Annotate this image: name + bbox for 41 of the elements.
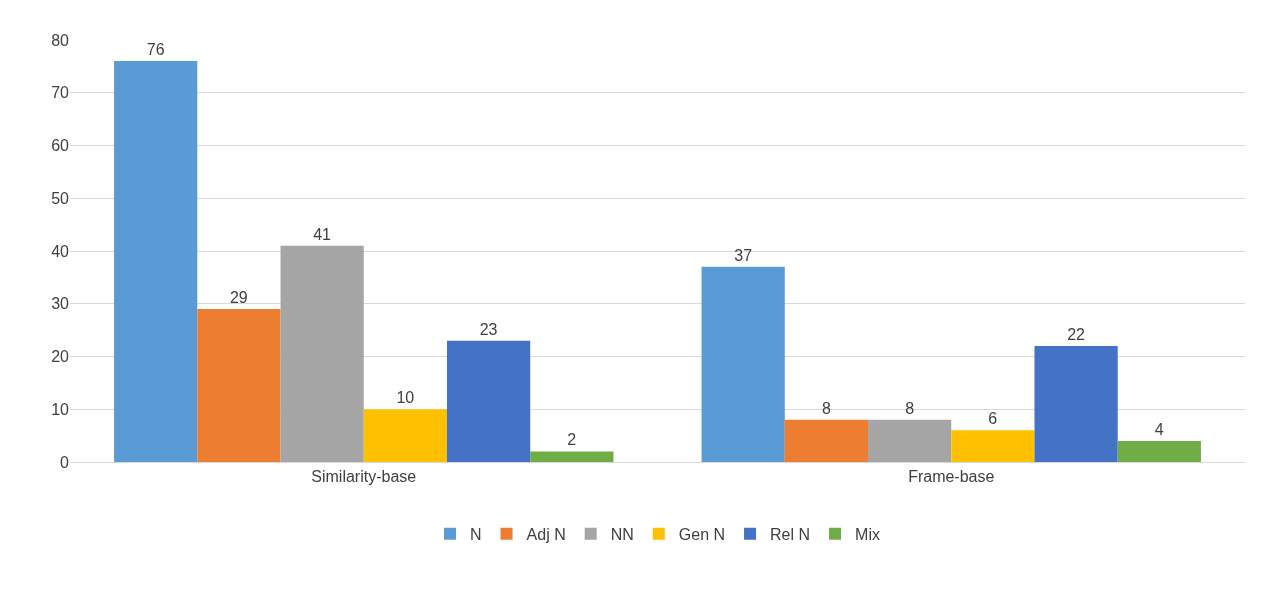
data-label: 8 bbox=[905, 399, 915, 417]
y-tick-label: 10 bbox=[51, 400, 70, 418]
x-tick-label: Similarity-base bbox=[311, 468, 417, 486]
y-tick-label: 50 bbox=[51, 189, 70, 207]
data-label: 10 bbox=[396, 389, 415, 407]
y-tick-label: 20 bbox=[51, 348, 70, 366]
data-label: 37 bbox=[734, 246, 753, 264]
data-label: 29 bbox=[229, 289, 248, 307]
data-label: 41 bbox=[313, 225, 332, 243]
bar bbox=[1034, 345, 1118, 462]
data-label: 2 bbox=[567, 431, 577, 449]
legend-label: Gen N bbox=[678, 526, 726, 543]
bar bbox=[114, 61, 198, 462]
data-label: 4 bbox=[1154, 420, 1164, 438]
y-tick-label: 0 bbox=[60, 453, 70, 471]
bar bbox=[530, 451, 614, 462]
y-tick-label: 60 bbox=[51, 137, 70, 155]
data-label: 8 bbox=[821, 399, 831, 417]
legend-label: NN bbox=[610, 526, 634, 543]
legend-label: Adj N bbox=[526, 526, 566, 543]
legend-label: Mix bbox=[855, 526, 880, 543]
bar bbox=[784, 419, 869, 462]
data-label: 6 bbox=[988, 410, 998, 428]
bar bbox=[197, 309, 281, 462]
data-label: 76 bbox=[146, 41, 165, 59]
bar bbox=[280, 245, 364, 462]
bar bbox=[363, 409, 447, 462]
legend-label: Rel N bbox=[770, 526, 811, 543]
x-tick-label: Frame-base bbox=[908, 468, 995, 486]
data-label: 22 bbox=[1067, 325, 1086, 343]
y-tick-label: 80 bbox=[51, 31, 70, 49]
bar bbox=[951, 430, 1035, 462]
bar bbox=[701, 266, 785, 462]
y-tick-label: 30 bbox=[51, 295, 70, 313]
bar bbox=[446, 340, 531, 462]
y-tick-label: 70 bbox=[51, 84, 70, 102]
legend-label: N bbox=[470, 526, 482, 543]
data-label: 23 bbox=[479, 320, 498, 338]
bar bbox=[1117, 440, 1201, 462]
bar bbox=[868, 419, 952, 462]
y-tick-label: 40 bbox=[51, 242, 70, 260]
